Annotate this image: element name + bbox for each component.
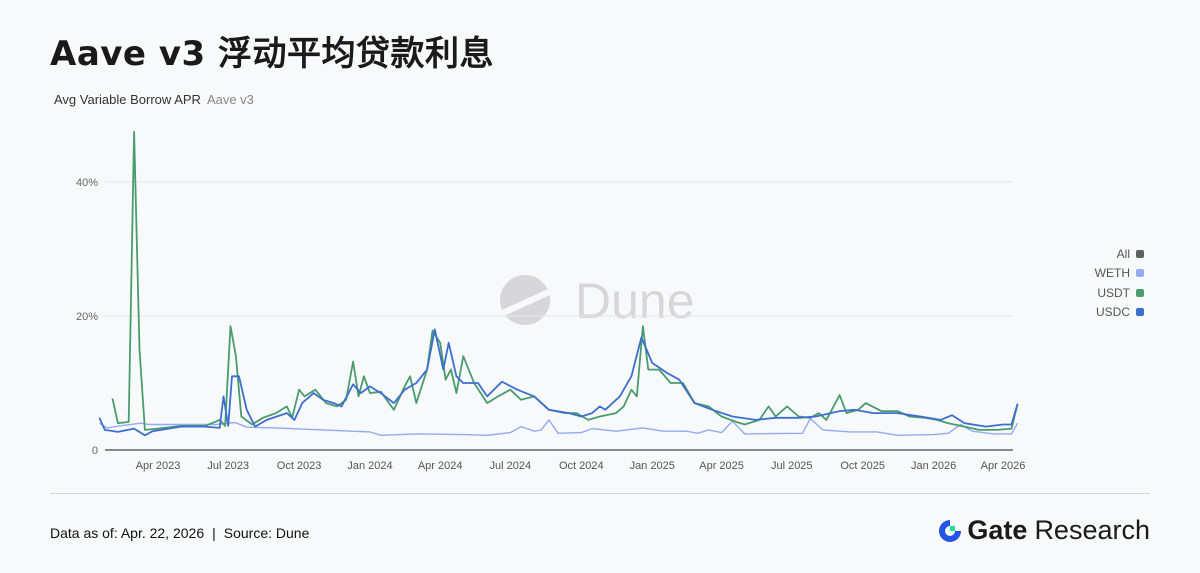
legend-label: All	[1116, 246, 1130, 261]
legend-item-weth[interactable]: WETH	[1095, 264, 1144, 284]
gate-research-logo: Gate Research	[937, 515, 1150, 546]
footer: Data as of: Apr. 22, 2026 | Source: Dune	[50, 525, 309, 541]
brand-research: Research	[1034, 515, 1150, 545]
legend-item-usdt[interactable]: USDT	[1095, 283, 1144, 303]
page-title: Aave v3 浮动平均贷款利息	[50, 34, 494, 74]
gate-logo-icon	[939, 519, 962, 542]
legend-swatch	[1136, 308, 1144, 317]
y-tick-label: 40%	[76, 177, 98, 189]
source: Source: Dune	[223, 525, 310, 541]
brand-gate: Gate	[967, 515, 1028, 545]
x-tick-label: Apr 2023	[136, 460, 181, 472]
data-as-of: Data as of: Apr. 22, 2026	[50, 525, 205, 541]
legend-item-usdc[interactable]: USDC	[1095, 303, 1144, 323]
series-line-usdt	[111, 130, 1019, 431]
project-label: Aave v3	[206, 92, 254, 107]
x-tick-label: Oct 2025	[840, 460, 885, 472]
legend-label: USDC	[1095, 305, 1130, 320]
x-tick-label: Jan 2026	[911, 460, 956, 472]
divider	[50, 493, 1150, 494]
x-tick-label: Apr 2024	[418, 460, 463, 472]
x-tick-label: Jan 2025	[630, 460, 675, 472]
legend-label: WETH	[1094, 266, 1130, 281]
y-tick-label: 20%	[76, 311, 98, 323]
x-tick-label: Apr 2026	[981, 460, 1026, 472]
legend-swatch	[1136, 288, 1144, 297]
legend-swatch	[1136, 249, 1144, 258]
legend-item-all[interactable]: All	[1095, 244, 1144, 264]
legend-label: USDT	[1097, 285, 1130, 300]
legend-swatch	[1136, 269, 1144, 278]
separator: |	[212, 525, 216, 541]
x-tick-label: Jul 2025	[771, 460, 813, 472]
chart-title: Avg Variable Borrow APR	[54, 92, 201, 107]
watermark-text: Dune	[575, 273, 695, 329]
series-line-weth	[99, 417, 1019, 436]
x-tick-label: Apr 2025	[699, 460, 744, 472]
legend: All WETH USDT USDC	[1095, 244, 1144, 322]
chart-subtitle: Avg Variable Borrow APR Aave v3	[54, 92, 254, 107]
x-tick-label: Jul 2023	[207, 460, 249, 472]
series-line-usdc	[98, 328, 1019, 437]
dune-watermark: Dune	[500, 273, 695, 329]
x-tick-label: Jul 2024	[490, 460, 532, 472]
x-tick-label: Oct 2024	[559, 460, 604, 472]
x-tick-label: Jan 2024	[347, 460, 392, 472]
x-tick-label: Oct 2023	[277, 460, 322, 472]
y-tick-label: 0	[92, 445, 98, 457]
